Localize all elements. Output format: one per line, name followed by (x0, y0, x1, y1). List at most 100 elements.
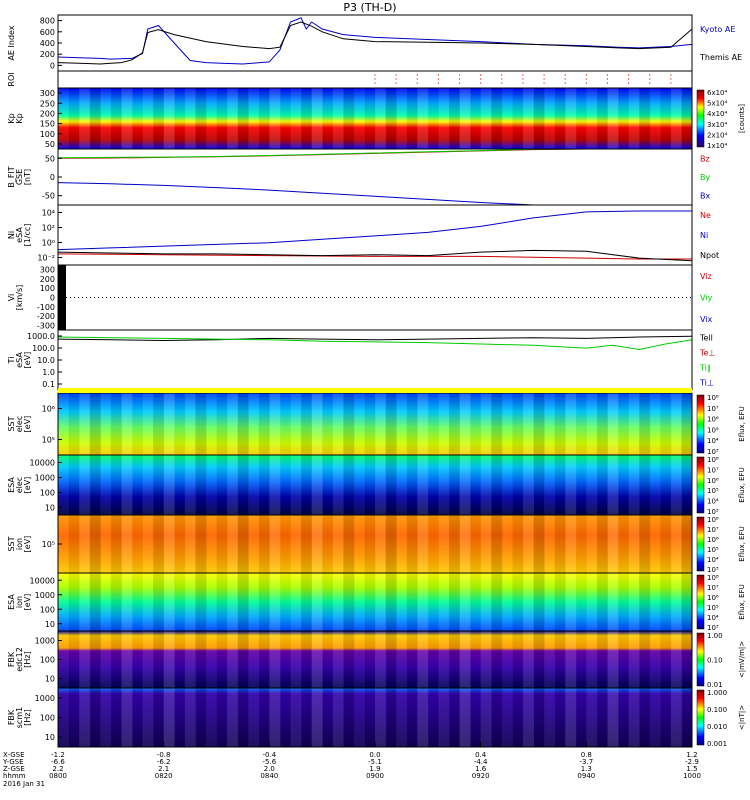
roi-point (670, 74, 672, 76)
sst_e-spectrogram-bin (353, 393, 365, 455)
esa_e-spectrogram-bin (554, 455, 566, 515)
fbk2-spectrogram-bin (565, 688, 577, 747)
ae-legend-Themis AE: Themis AE (699, 53, 742, 62)
esa_i-colorbar (696, 574, 705, 630)
sst_e-spectrogram-bin (279, 393, 291, 455)
esa_i-spectrogram-bin (131, 573, 144, 631)
esa_i-spectrogram-bin (522, 573, 534, 631)
fbk1-spectrogram-bin (121, 631, 133, 688)
sst_e-spectrogram-bin (427, 393, 439, 455)
fbk2-spectrogram-bin (649, 688, 661, 747)
fbk1-spectrogram-bin (205, 631, 217, 688)
kp-spectrogram-bin (491, 88, 503, 149)
fbk1-spectrogram-bin (522, 631, 534, 688)
esa_e-colorbar-label: 10⁶ (707, 477, 719, 485)
sst_i-spectrogram-bin (417, 515, 429, 573)
sst_i-spectrogram-bin (480, 515, 492, 573)
roi-point (564, 82, 566, 84)
fbk1-spectrogram-bin (639, 631, 651, 688)
kp-colorbar-title: [counts] (738, 104, 746, 133)
sst_i-spectrogram-bin (258, 515, 270, 573)
esa_i-spectrogram-bin (364, 573, 376, 631)
sst_e-ytick-label: 10⁶ (42, 405, 55, 414)
kp-spectrogram-bin (596, 88, 608, 149)
esa_i-colorbar-title: Eflux, EFU (738, 584, 746, 619)
fbk1-colorbar-title: <|mV/m|> (738, 641, 746, 678)
esa_e-colorbar-label: 10⁸ (707, 456, 719, 464)
sst_i-spectrogram-bin (607, 515, 619, 573)
fbk1-spectrogram-bin (174, 631, 186, 688)
sst_i-spectrogram-bin (459, 515, 471, 573)
ni-ytick-label: 10⁰ (42, 239, 55, 248)
ti-ylabel-1: eSA (15, 352, 24, 368)
fbk2-spectrogram-bin (417, 688, 429, 747)
fbk2-spectrogram-bin (438, 688, 450, 747)
vi-ylabel-1: [km/s] (15, 285, 24, 311)
x-tick-label-Y-GSE: -6.2 (157, 758, 171, 766)
esa_e-spectrogram-bin (163, 455, 175, 515)
esa_i-spectrogram-bin (427, 573, 439, 631)
esa_i-spectrogram-bin (110, 573, 122, 631)
esa_e-spectrogram-bin (501, 455, 513, 515)
kp-spectrogram-bin (586, 88, 598, 149)
esa_i-spectrogram-bin (269, 573, 281, 631)
esa_i-spectrogram-bin (174, 573, 186, 631)
fbk2-ytick-label: 100 (40, 714, 55, 723)
vi-legend-Viz: Viz (700, 272, 712, 281)
ni-legend-Npot: Npot (700, 251, 719, 260)
fbk1-spectrogram-bin (459, 631, 471, 688)
sst_e-spectrogram-bin (195, 393, 207, 455)
sst_e-spectrogram-bin (628, 393, 640, 455)
esa_i-spectrogram-bin (544, 573, 556, 631)
fbk2-spectrogram-bin (501, 688, 513, 747)
sst_i-spectrogram (58, 515, 692, 573)
kp-ytick-label: 100 (40, 130, 55, 139)
sst_e-colorbar-label: 10⁷ (707, 405, 719, 413)
vi-ytick-label: 0 (50, 294, 55, 303)
sst_i-spectrogram-bin (544, 515, 556, 573)
sst_e-spectrogram-bin (681, 393, 693, 455)
sst_i-spectrogram-bin (660, 515, 672, 573)
esa_i-spectrogram-bin (565, 573, 577, 631)
sst_e-spectrogram-bin (586, 393, 598, 455)
sst_i-colorbar-title: Eflux, EFU (738, 526, 746, 561)
fbk2-spectrogram-bin (258, 688, 270, 747)
esa_e-spectrogram-bin (216, 455, 228, 515)
esa_e-spectrogram-bin (406, 455, 418, 515)
fbk2-spectrogram-bin (89, 688, 101, 747)
bfit-ylabel-0: B_FIT (7, 166, 16, 187)
esa_i-spectrogram-bin (58, 573, 70, 631)
roi-point (649, 74, 651, 76)
fbk1-spectrogram-bin (301, 631, 313, 688)
fbk1-spectrogram-bin (575, 631, 587, 688)
sst_i-colorbar-label: 10³ (707, 566, 719, 574)
fbk2-spectrogram-bin (618, 688, 630, 747)
ni-legend-Ne: Ne (700, 211, 711, 220)
kp-spectrogram-bin (639, 88, 651, 149)
fbk1-spectrogram-bin (332, 631, 344, 688)
esa_i-spectrogram-bin (258, 573, 270, 631)
ni-legend-Ni: Ni (700, 231, 708, 240)
kp-ylabel-0: Kp (7, 113, 16, 123)
fbk1-spectrogram-bin (470, 631, 482, 688)
fbk1-spectrogram-bin (491, 631, 503, 688)
esa_e-colorbar (696, 456, 705, 514)
fbk1-spectrogram-bin (79, 631, 91, 688)
esa_i-ytick-label: 10 (45, 620, 55, 629)
kp-spectrogram-bin (565, 88, 577, 149)
roi-point (480, 82, 482, 84)
esa_i-colorbar-label: 10⁷ (707, 584, 719, 592)
roi-point (670, 78, 672, 80)
fbk1-spectrogram-bin (269, 631, 281, 688)
fbk2-spectrogram-bin (184, 688, 196, 747)
kp-spectrogram-bin (649, 88, 661, 149)
fbk2-ytick-label: 1000 (35, 694, 55, 703)
esa_i-spectrogram-bin (163, 573, 175, 631)
esa_e-spectrogram-bin (364, 455, 376, 515)
sst_i-spectrogram-bin (375, 515, 387, 573)
fbk2-colorbar-label: 1.000 (707, 689, 727, 697)
sst_e-spectrogram-bin (332, 393, 344, 455)
sst-elec-top-bar (58, 388, 692, 393)
sst_i-spectrogram-bin (301, 515, 313, 573)
ni-ylabel-1: eSA (15, 227, 24, 243)
